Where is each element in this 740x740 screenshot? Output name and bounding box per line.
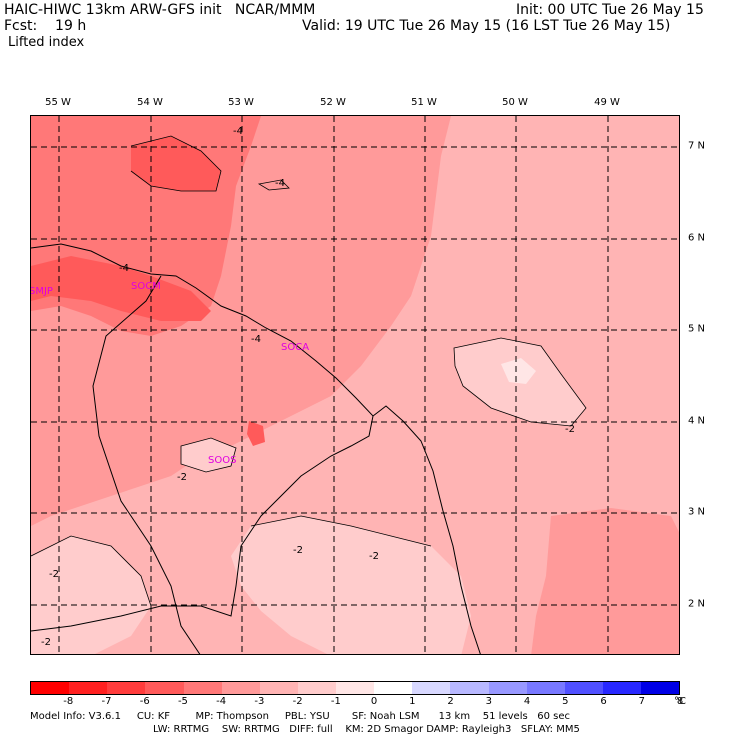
colorbar-swatch	[564, 682, 603, 694]
lon-label: 51 W	[411, 97, 437, 108]
colorbar-swatch	[183, 682, 222, 694]
contours	[31, 135, 587, 607]
fill-region-m4-se	[531, 508, 679, 654]
colorbar-swatch	[526, 682, 565, 694]
colorbar-tick-label: 4	[523, 696, 531, 707]
lifted-index-map: -4 -4 -4 -4 -2 -2 -2 -2 -2 -2 SMJP SOCM …	[31, 116, 679, 654]
colorbar-tick-label: 3	[485, 696, 492, 707]
valid-time: Valid: 19 UTC Tue 26 May 15 (16 LST Tue …	[302, 18, 671, 34]
colorbar-swatch	[259, 682, 298, 694]
lon-label: 50 W	[502, 97, 528, 108]
colorbar-swatch	[31, 682, 70, 694]
lon-label: 54 W	[137, 97, 163, 108]
colorbar	[30, 681, 680, 695]
fill-patch-m5-small	[247, 421, 265, 446]
lat-label: 5 N	[688, 323, 706, 335]
border-suriname-frguiana	[31, 415, 374, 632]
lon-label: 52 W	[320, 97, 346, 108]
colorbar-tick-label: -6	[139, 696, 150, 707]
station-label: SMJP	[31, 286, 53, 297]
station-label: SOCM	[131, 281, 161, 292]
colorbar-swatch	[488, 682, 527, 694]
colorbar-swatch	[107, 682, 146, 694]
colorbar-tick-label: -5	[177, 696, 188, 707]
station-label: SOCA	[281, 342, 309, 353]
colorbar-swatch	[602, 682, 641, 694]
colorbar-unit: °C	[674, 696, 686, 707]
forecast-hour: Fcst: 19 h	[4, 18, 87, 34]
model-info-line2: LW: RRTMG SW: RRTMG DIFF: full KM: 2D Sm…	[153, 724, 580, 735]
colorbar-tick-label: -2	[292, 696, 303, 707]
fill-region-m2-sw	[31, 536, 151, 654]
colorbar-tick-label: 1	[409, 696, 416, 707]
colorbar-swatch	[374, 682, 413, 694]
lon-label: 49 W	[594, 97, 620, 108]
lon-label: 55 W	[45, 97, 71, 108]
contour-label: -2	[565, 424, 575, 435]
colorbar-tick-label: -1	[330, 696, 341, 707]
contour-label: -2	[369, 551, 379, 562]
contour-label: -4	[233, 126, 243, 137]
fill-region-m1-core	[501, 358, 536, 384]
colorbar-tick-label: -8	[63, 696, 74, 707]
colorbar-swatch	[412, 682, 451, 694]
colorbar-tick-label: 5	[562, 696, 569, 707]
colorbar-swatch	[641, 682, 680, 694]
colorbar-swatch	[297, 682, 336, 694]
contour-label: -2	[177, 472, 187, 483]
lat-label: 4 N	[688, 415, 706, 427]
lon-label: 53 W	[228, 97, 254, 108]
colorbar-tick-label: 6	[600, 696, 607, 707]
fill-region-m2-pocket	[181, 438, 236, 472]
contour-label: -4	[275, 178, 285, 189]
fill-region-m2-south	[231, 516, 471, 654]
colorbar-tick-label: -3	[254, 696, 265, 707]
lat-label: 2 N	[688, 598, 706, 610]
colorbar-swatch	[69, 682, 108, 694]
colorbar-swatch	[221, 682, 260, 694]
product-title: HAIC-HIWC 13km ARW-GFS init NCAR/MMM	[4, 2, 316, 18]
colorbar-tick-label: 0	[370, 696, 378, 707]
colorbar-swatch	[450, 682, 489, 694]
contour-label: -2	[41, 637, 51, 648]
contour-label: -2	[49, 569, 59, 580]
contour-label: -4	[119, 263, 129, 274]
coastline	[31, 243, 481, 654]
fill-patch-m5-west	[31, 256, 211, 321]
colorbar-tick-label: 7	[638, 696, 645, 707]
colorbar-tick-label: -4	[216, 696, 227, 707]
colorbar-tick-label: 2	[447, 696, 454, 707]
field-name: Lifted index	[8, 35, 85, 50]
station-label: SOOS	[208, 455, 236, 466]
contour-label: -4	[251, 334, 261, 345]
contour-label: -2	[293, 545, 303, 556]
colorbar-swatch	[336, 682, 375, 694]
graticule	[31, 116, 679, 654]
init-time: Init: 00 UTC Tue 26 May 15	[516, 2, 704, 18]
lat-label: 3 N	[688, 506, 706, 518]
colorbar-swatch	[145, 682, 184, 694]
colorbar-tick-label: 8	[676, 696, 684, 707]
lat-label: 7 N	[688, 140, 706, 152]
colorbar-tick-label: -7	[101, 696, 112, 707]
map-panel: -4 -4 -4 -4 -2 -2 -2 -2 -2 -2 SMJP SOCM …	[30, 115, 680, 655]
lat-label: 6 N	[688, 232, 706, 244]
model-info-line1: Model Info: V3.6.1 CU: KF MP: Thompson P…	[30, 711, 570, 722]
